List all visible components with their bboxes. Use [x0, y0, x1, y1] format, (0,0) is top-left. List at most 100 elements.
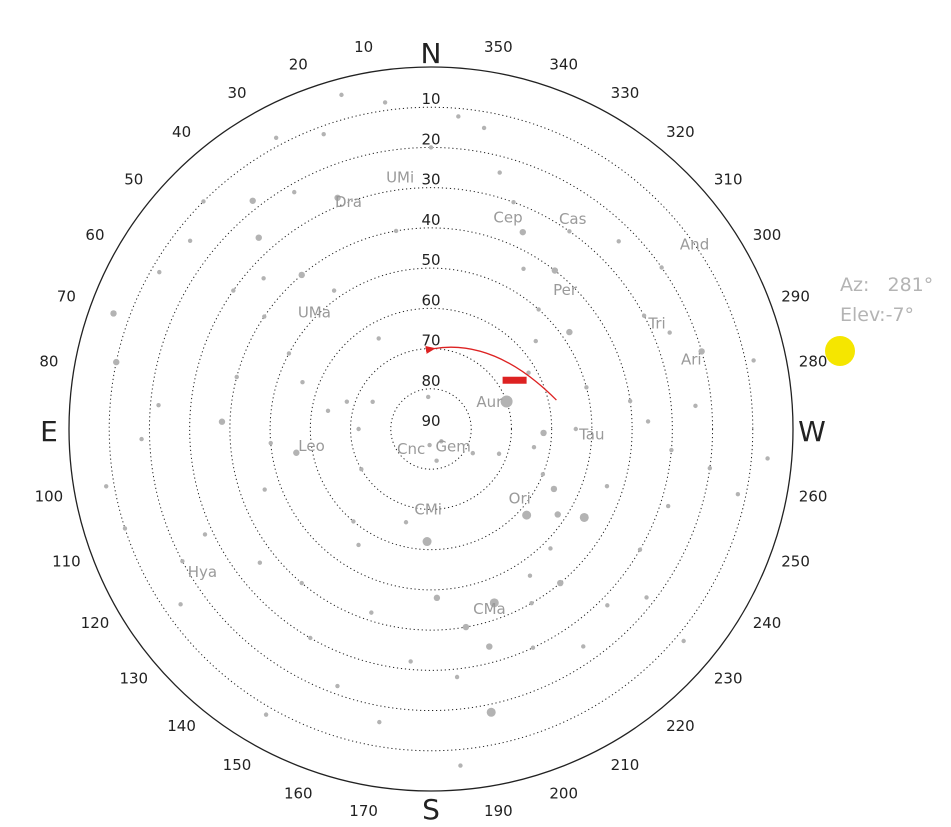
azimuth-tick-label: 120: [81, 614, 110, 632]
azimuth-tick-label: 10: [354, 38, 373, 56]
star-dot: [231, 288, 236, 293]
azimuth-tick-label: 280: [799, 353, 828, 371]
azimuth-tick-label: 20: [289, 55, 308, 73]
star-dot: [273, 135, 279, 140]
star-dot: [425, 394, 431, 400]
star-dot: [681, 638, 686, 644]
star-dot: [669, 447, 674, 453]
star-dot: [110, 310, 117, 317]
azimuth-tick-label: 240: [753, 614, 782, 632]
constellation-label: Dra: [335, 193, 362, 211]
sun-position-marker: [502, 376, 527, 384]
azimuth-tick-label: 190: [484, 802, 513, 820]
azimuth-tick-label: 40: [172, 123, 191, 141]
star-dot: [262, 487, 267, 492]
star-dot: [234, 374, 239, 380]
star-dot: [693, 403, 698, 409]
azimuth-tick-label: 170: [349, 802, 378, 820]
star-dot: [103, 484, 109, 489]
constellation-label: Cep: [493, 208, 522, 226]
star-dot: [550, 485, 558, 493]
star-dot: [529, 600, 534, 606]
star-dot: [434, 458, 439, 463]
constellation-label: UMi: [386, 168, 414, 186]
star-dot: [667, 330, 672, 335]
star-dot: [139, 436, 144, 442]
azimuth-tick-label: 160: [284, 785, 313, 803]
azimuth-labels: 10 20 30 40 50 60 70 80 100 110 120 130 140 150 160 170…: [35, 38, 828, 820]
azimuth-tick-label: 310: [714, 171, 743, 189]
cardinal-south: S: [422, 793, 440, 826]
azimuth-tick-label: 60: [85, 226, 104, 244]
elevation-ring: [189, 187, 673, 671]
star-dot: [644, 595, 649, 600]
elevation-ring-label: 30: [421, 171, 440, 189]
azimuth-tick-label: 230: [714, 669, 743, 687]
cardinal-directions: N S E W: [40, 37, 826, 826]
star-dot: [292, 189, 297, 195]
star-dot: [533, 338, 538, 344]
star-dot: [554, 511, 561, 518]
star-dot: [573, 426, 578, 432]
azimuth-tick-label: 350: [484, 38, 513, 56]
star-dot: [218, 418, 226, 425]
star-dot: [356, 426, 361, 432]
star-dot: [382, 100, 388, 105]
elevation-ring-label: 20: [421, 130, 440, 148]
horizon-circle: [68, 66, 794, 792]
star-dot: [249, 197, 256, 204]
star-dot: [356, 542, 361, 548]
elevation-ring-label: 10: [421, 90, 440, 108]
azimuth-tick-label: 290: [781, 287, 810, 305]
star-dot: [527, 573, 533, 578]
star-dot: [113, 358, 120, 366]
star-dot: [376, 336, 381, 341]
azimuth-tick-label: 320: [666, 123, 695, 141]
star-dot: [641, 313, 647, 318]
star-dot: [377, 719, 382, 725]
constellation-labels: Dra UMi Cas Cep And Tri Per Ari UMa Aur Tau Gem Leo C…: [188, 168, 709, 617]
star-dot: [359, 467, 364, 472]
star-dot: [581, 644, 586, 649]
star-dot: [331, 288, 337, 293]
star-dot: [393, 228, 399, 234]
star-dot: [531, 444, 537, 450]
star-dot: [261, 276, 266, 281]
star-dot: [540, 472, 546, 477]
star-dot: [548, 546, 553, 551]
azimuth-tick-label: 150: [223, 756, 252, 774]
constellation-label: Gem: [435, 437, 470, 455]
constellation-label: Cas: [559, 210, 587, 228]
star-dot: [458, 763, 463, 768]
star-dot: [584, 385, 589, 390]
star-dot: [511, 200, 516, 205]
cardinal-north: N: [421, 37, 442, 70]
elevation-ring: [229, 227, 633, 631]
azimuth-tick-label: 110: [52, 553, 81, 571]
azimuth-readout: Az: 281°: [840, 274, 933, 296]
star-dot: [262, 314, 267, 319]
elevation-ring-label: 90: [421, 412, 440, 430]
star-dot: [428, 145, 434, 150]
azimuth-tick-label: 130: [119, 669, 148, 687]
sun-icon[interactable]: [825, 336, 855, 366]
star-dot: [551, 267, 559, 274]
star-dot: [698, 348, 705, 355]
constellation-label: Tau: [578, 426, 604, 444]
elevation-rings: [108, 106, 754, 752]
star-dot: [751, 358, 756, 363]
cardinal-west: W: [798, 415, 826, 448]
elevation-ring-labels: 10 20 30 40 50 60 70 80 90: [421, 90, 440, 430]
constellation-label: CMi: [414, 500, 442, 518]
star-dot: [334, 194, 341, 201]
constellation-label: CMa: [473, 600, 506, 618]
star-dot: [665, 503, 671, 509]
star-dot: [370, 399, 375, 405]
elevation-value: -7°: [885, 304, 915, 326]
elevation-ring: [269, 267, 593, 591]
star-dot: [268, 440, 273, 446]
sun-path-arrow: [425, 345, 557, 401]
azimuth-tick-label: 30: [227, 84, 246, 102]
star-dot: [263, 712, 269, 717]
